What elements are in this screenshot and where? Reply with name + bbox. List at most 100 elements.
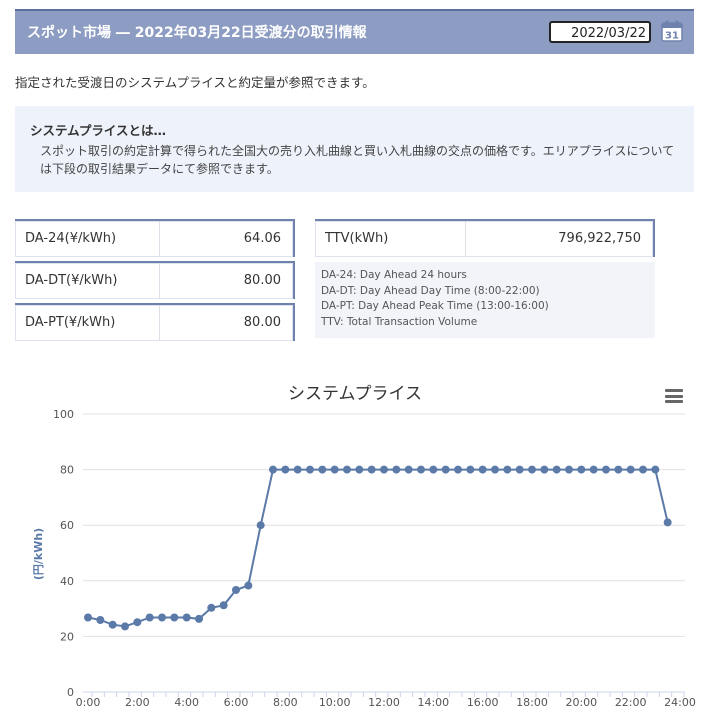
system-price-info-box: システムプライスとは… スポット取引の約定計算で得られた全国大の売り入札曲線と買…	[15, 106, 694, 192]
data-point[interactable]	[207, 603, 216, 612]
data-point[interactable]	[195, 614, 203, 623]
data-point[interactable]	[232, 585, 240, 594]
data-point[interactable]	[96, 615, 105, 624]
data-point[interactable]	[84, 613, 92, 622]
data-point[interactable]	[589, 465, 598, 474]
data-point[interactable]	[441, 465, 450, 474]
x-tick-label: 22:00	[615, 696, 647, 709]
data-point[interactable]	[145, 613, 154, 622]
x-tick-label: 18:00	[516, 696, 548, 709]
data-point[interactable]	[404, 465, 413, 474]
x-tick-label: 10:00	[319, 696, 351, 709]
system-price-chart: システムプライス (円/kWh) 0 20 40 60 80 100 0:00 2:00 4:…	[32, 384, 696, 709]
data-point[interactable]	[602, 465, 610, 474]
data-point[interactable]	[281, 465, 290, 474]
stat-da24: DA-24(¥/kWh) 64.06	[15, 219, 295, 257]
data-point[interactable]	[577, 465, 586, 474]
note-line: DA-DT: Day Ahead Day Time (8:00-22:00)	[321, 284, 540, 297]
data-point[interactable]	[466, 465, 475, 474]
info-body: スポット取引の約定計算で得られた全国大の売り入札曲線と買い入札曲線の交点の価格で…	[40, 144, 675, 176]
x-tick-label: 2:00	[125, 696, 150, 709]
data-point[interactable]	[269, 465, 277, 474]
data-point[interactable]	[503, 465, 512, 474]
data-point[interactable]	[540, 465, 549, 474]
data-point[interactable]	[367, 465, 376, 474]
x-tick-label: 14:00	[417, 696, 449, 709]
stat-value: 796,922,750	[558, 231, 641, 246]
x-tick-label: 16:00	[467, 696, 499, 709]
data-point[interactable]	[565, 465, 573, 474]
data-point[interactable]	[133, 618, 142, 627]
x-tick-label: 20:00	[565, 696, 597, 709]
page-header: スポット市場 ― 2022年03月22日受渡分の取引情報 31	[15, 9, 694, 54]
data-point[interactable]	[158, 613, 166, 622]
data-point[interactable]	[318, 465, 327, 474]
data-point[interactable]	[170, 613, 179, 622]
data-point[interactable]	[626, 465, 635, 474]
divider	[159, 263, 160, 299]
note-line: DA-24: Day Ahead 24 hours	[321, 269, 467, 281]
x-tick-label: 4:00	[174, 696, 199, 709]
x-tick-label: 8:00	[273, 696, 298, 709]
page-title: スポット市場 ― 2022年03月22日受渡分の取引情報	[27, 25, 367, 41]
delivery-date-input[interactable]	[549, 21, 651, 43]
stat-label: DA-PT(¥/kWh)	[25, 315, 116, 330]
x-tick-label: 6:00	[224, 696, 249, 709]
calendar-icon[interactable]: 31	[661, 20, 683, 42]
data-point[interactable]	[380, 465, 388, 474]
stat-value: 64.06	[243, 231, 281, 246]
data-point[interactable]	[528, 465, 536, 474]
data-point[interactable]	[515, 465, 524, 474]
info-title: システムプライスとは…	[30, 123, 167, 138]
stat-value: 80.00	[243, 273, 281, 288]
y-tick-label: 0	[67, 686, 74, 699]
stat-value: 80.00	[243, 315, 281, 330]
data-point[interactable]	[182, 613, 191, 622]
stat-dadt: DA-DT(¥/kWh) 80.00	[15, 261, 295, 299]
data-point[interactable]	[491, 465, 499, 474]
data-point[interactable]	[219, 601, 228, 610]
x-tick-label: 0:00	[76, 696, 101, 709]
data-point[interactable]	[429, 465, 438, 474]
data-point[interactable]	[121, 622, 129, 631]
data-point[interactable]	[108, 620, 117, 629]
data-point[interactable]	[552, 465, 561, 474]
data-point[interactable]	[343, 465, 351, 474]
data-point[interactable]	[256, 521, 265, 530]
data-point[interactable]	[639, 465, 647, 474]
data-point[interactable]	[651, 465, 660, 474]
data-point[interactable]	[614, 465, 623, 474]
note-line: DA-PT: Day Ahead Peak Time (13:00-16:00)	[321, 300, 549, 312]
y-tick-label: 60	[60, 519, 74, 532]
data-point[interactable]	[330, 465, 339, 474]
stat-label: TTV(kWh)	[325, 231, 389, 246]
x-tick-label: 24:00	[664, 696, 696, 709]
data-point[interactable]	[454, 465, 462, 474]
stat-dapt: DA-PT(¥/kWh) 80.00	[15, 303, 295, 341]
data-point[interactable]	[355, 465, 364, 474]
y-tick-label: 40	[60, 575, 74, 588]
divider	[159, 221, 160, 257]
calendar-day-text: 31	[665, 31, 679, 42]
divider	[465, 221, 466, 257]
data-point[interactable]	[293, 465, 302, 474]
x-tick-label: 12:00	[368, 696, 400, 709]
data-point[interactable]	[244, 581, 253, 590]
y-tick-label: 80	[60, 464, 74, 477]
stat-ttv: TTV(kWh) 796,922,750	[315, 219, 655, 257]
data-point[interactable]	[306, 465, 314, 474]
series-line	[87, 468, 669, 628]
data-point[interactable]	[392, 465, 401, 474]
abbreviation-notes: DA-24: Day Ahead 24 hours DA-DT: Day Ahe…	[315, 262, 655, 338]
y-tick-label: 20	[60, 630, 74, 643]
data-point[interactable]	[663, 518, 672, 527]
stat-label: DA-DT(¥/kWh)	[25, 273, 118, 288]
chart-title: システムプライス	[288, 384, 422, 404]
y-tick-label: 100	[53, 408, 74, 421]
chart-menu-icon[interactable]	[665, 389, 683, 403]
data-point[interactable]	[478, 465, 487, 474]
intro-text: 指定された受渡日のシステムプライスと約定量が参照できます。	[15, 75, 375, 90]
stat-label: DA-24(¥/kWh)	[25, 231, 117, 246]
data-point[interactable]	[417, 465, 425, 474]
note-line: TTV: Total Transaction Volume	[321, 315, 478, 328]
